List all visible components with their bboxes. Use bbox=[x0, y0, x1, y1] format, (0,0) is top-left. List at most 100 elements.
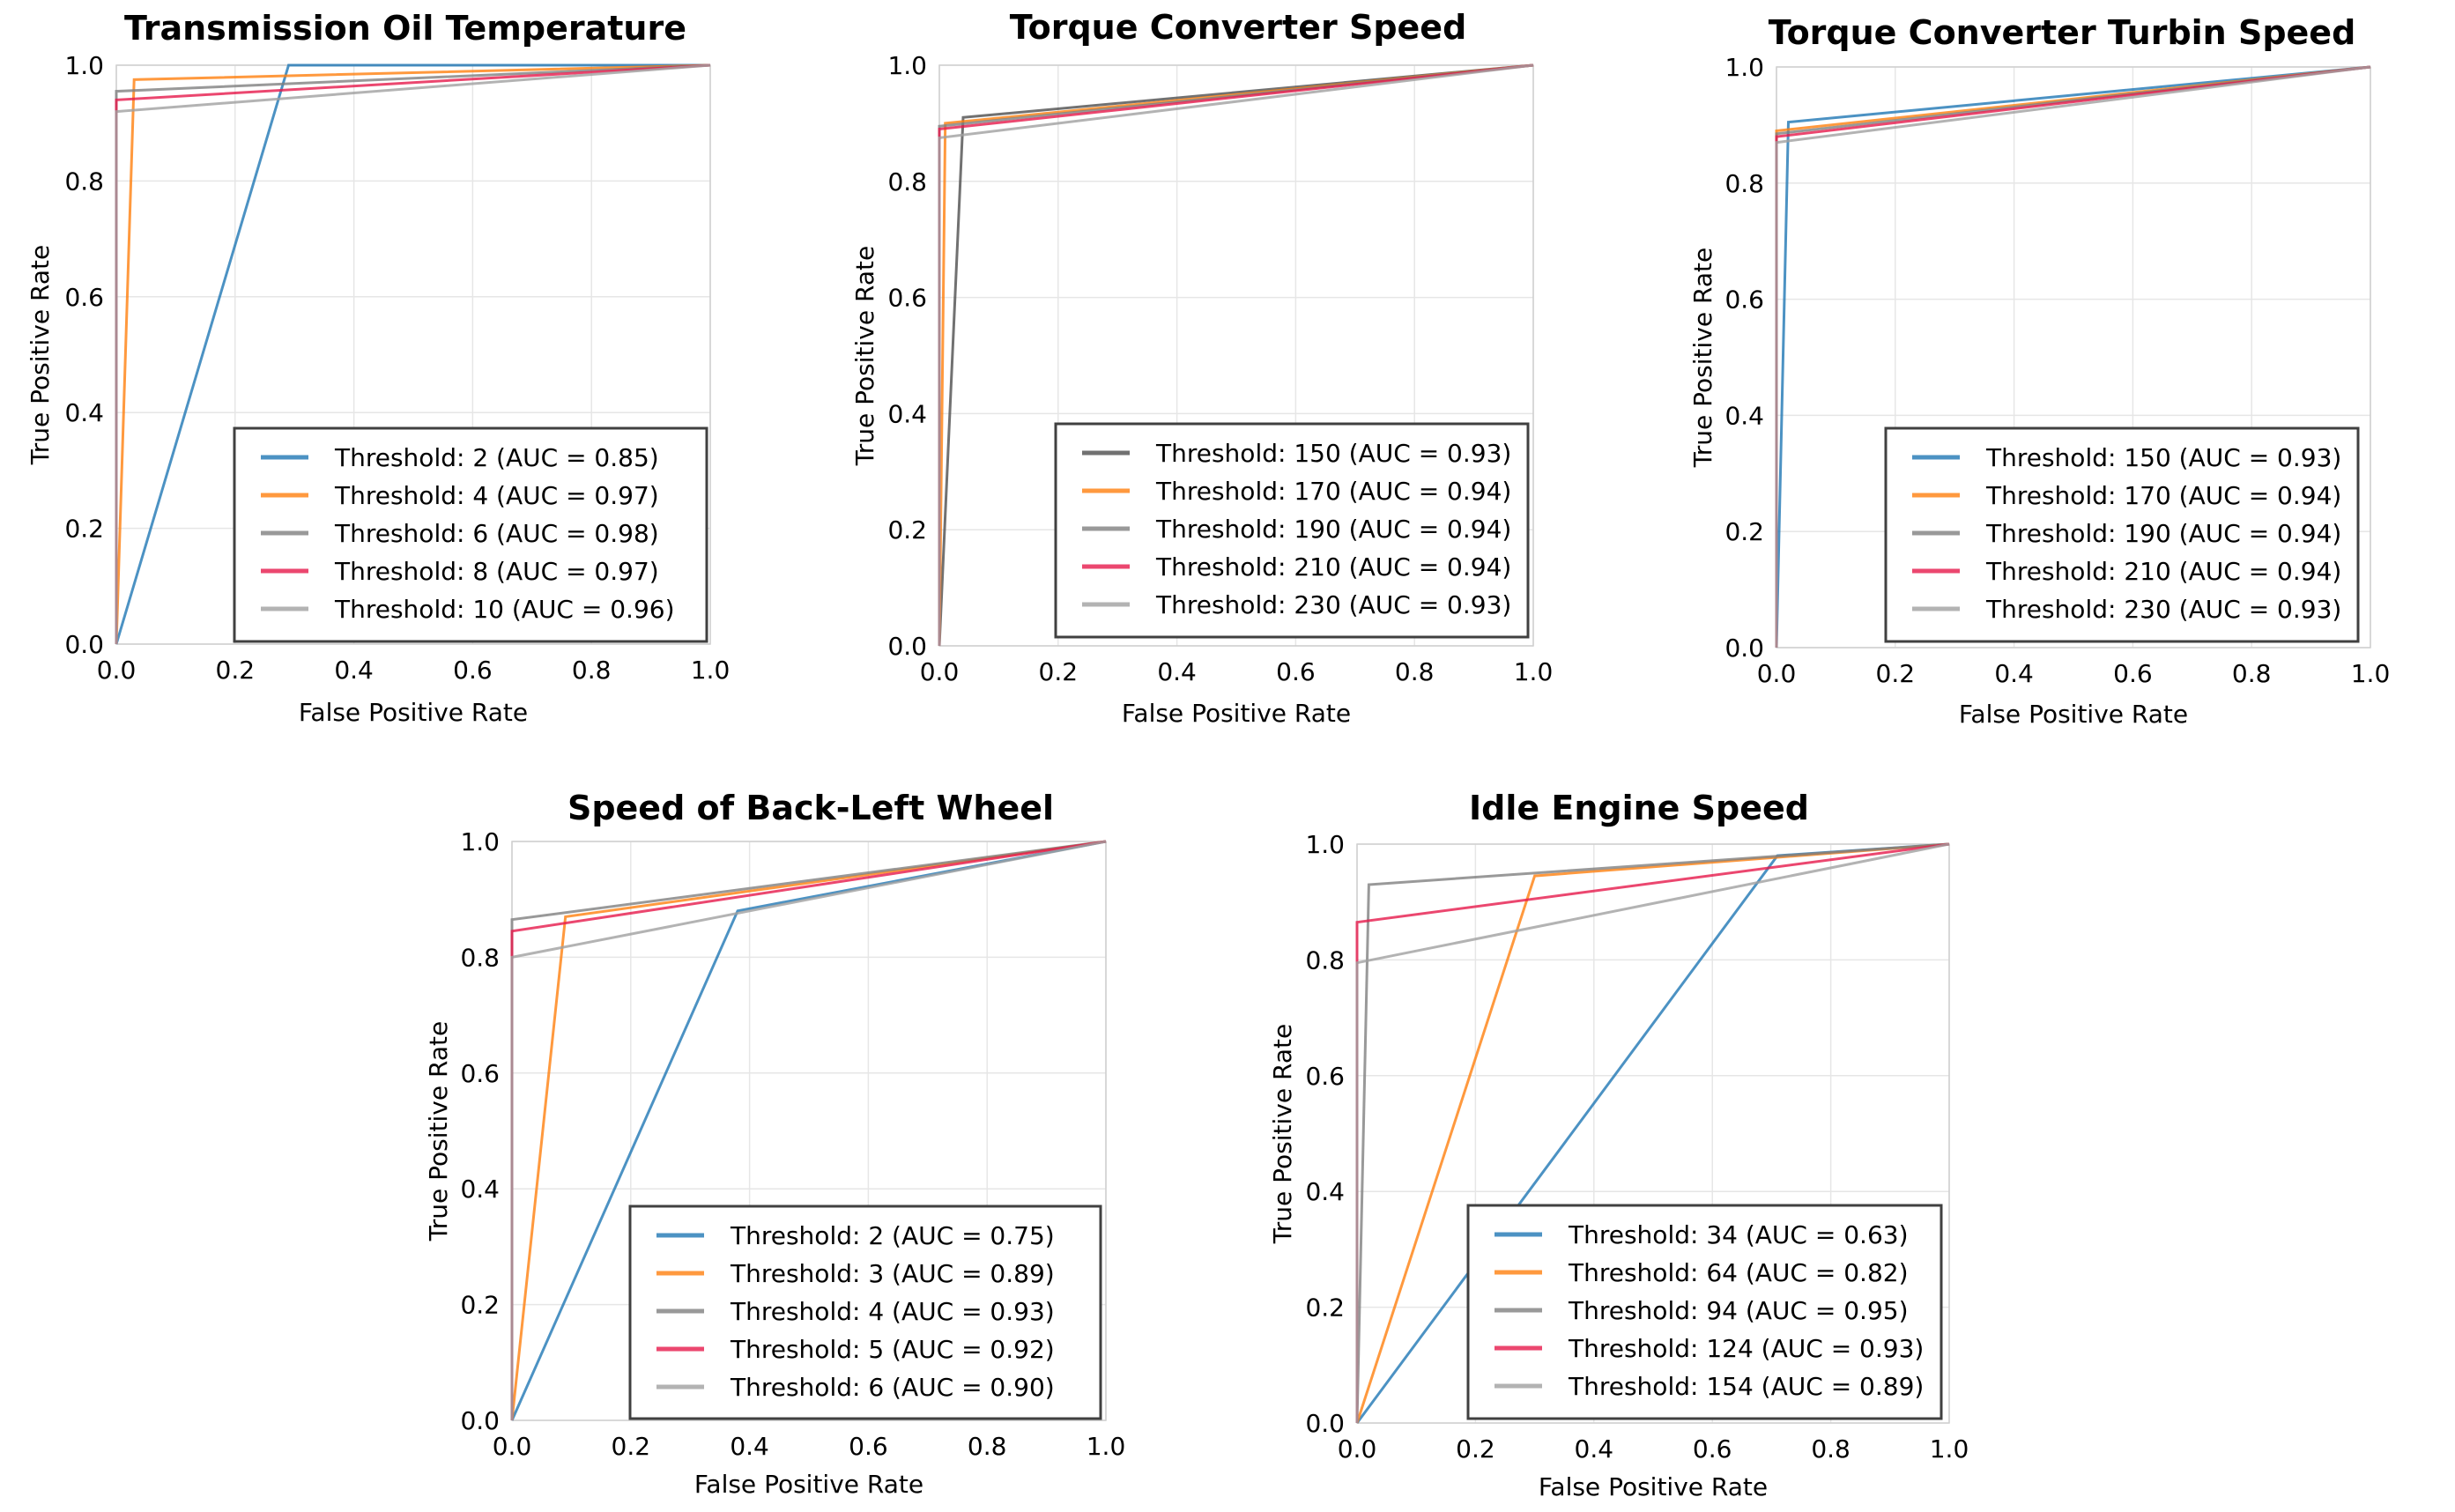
x-tick-label: 0.0 bbox=[493, 1432, 532, 1461]
legend: Threshold: 34 (AUC = 0.63) Threshold: 64 … bbox=[1466, 1204, 1943, 1420]
x-axis-label: False Positive Rate bbox=[299, 698, 528, 727]
x-tick-label: 0.6 bbox=[1693, 1434, 1732, 1464]
y-tick-label: 1.0 bbox=[64, 51, 104, 80]
roc-curve-line bbox=[938, 63, 1534, 647]
x-tick-label: 0.6 bbox=[1276, 657, 1316, 686]
roc-curve-line bbox=[115, 63, 711, 645]
legend-entry: Threshold: 4 (AUC = 0.97) bbox=[334, 481, 659, 510]
x-axis-label: False Positive Rate bbox=[1959, 700, 2188, 729]
x-tick-label: 1.0 bbox=[691, 656, 731, 685]
legend-entry: Threshold: 8 (AUC = 0.97) bbox=[334, 557, 659, 586]
legend-entry: Threshold: 3 (AUC = 0.89) bbox=[730, 1259, 1055, 1288]
legend-entry: Threshold: 230 (AUC = 0.93) bbox=[1985, 595, 2341, 624]
x-tick-label: 0.4 bbox=[730, 1432, 769, 1461]
y-tick-label: 0.6 bbox=[1724, 285, 1764, 315]
y-tick-label: 0.8 bbox=[887, 167, 927, 196]
chart-title: Torque Converter Turbin Speed bbox=[1769, 13, 2356, 52]
x-tick-label: 0.8 bbox=[572, 656, 612, 685]
y-tick-label: 0.2 bbox=[1724, 517, 1764, 546]
legend-entry: Threshold: 230 (AUC = 0.93) bbox=[1155, 590, 1511, 619]
legend-entry: Threshold: 150 (AUC = 0.93) bbox=[1155, 439, 1511, 468]
y-tick-label: 0.6 bbox=[64, 283, 104, 312]
x-tick-label: 0.0 bbox=[1338, 1434, 1377, 1464]
y-tick-label: 1.0 bbox=[1724, 53, 1764, 82]
x-tick-label: 1.0 bbox=[1930, 1434, 1969, 1464]
roc-panel: 0.0 0.2 0.4 0.6 0.8 1.00.00.20.40.60.81.0Torq… bbox=[850, 8, 1553, 728]
roc-panel: 0.0 0.2 0.4 0.6 0.8 1.0 0.0 0.2 0.4 0.6 0.8 1.0 Idle… bbox=[1268, 789, 1969, 1501]
legend-entry: Threshold: 4 (AUC = 0.93) bbox=[730, 1297, 1055, 1326]
x-tick-label: 0.2 bbox=[612, 1432, 651, 1461]
x-tick-label: 0.4 bbox=[334, 656, 374, 685]
legend-entry: Threshold: 2 (AUC = 0.85) bbox=[334, 443, 659, 472]
legend: Threshold: 150 (AUC = 0.93) Threshold: 17… bbox=[1884, 426, 2360, 643]
legend-entry: Threshold: 2 (AUC = 0.75) bbox=[730, 1221, 1055, 1250]
y-tick-label: 0.6 bbox=[1305, 1062, 1345, 1091]
legend-entry: Threshold: 170 (AUC = 0.94) bbox=[1985, 481, 2341, 510]
x-tick-label: 0.6 bbox=[453, 656, 493, 685]
x-tick-label: 0.8 bbox=[1395, 657, 1435, 686]
legend-entry: Threshold: 64 (AUC = 0.82) bbox=[1568, 1258, 1909, 1287]
legend: Threshold: 150 (AUC = 0.93) Threshold: 17… bbox=[1054, 422, 1530, 639]
legend-entry: Threshold: 190 (AUC = 0.94) bbox=[1985, 519, 2341, 548]
legend-entry: Threshold: 150 (AUC = 0.93) bbox=[1985, 443, 2341, 472]
y-axis-label: True Positive Rate bbox=[26, 245, 55, 465]
legend-entry: Threshold: 170 (AUC = 0.94) bbox=[1155, 477, 1511, 506]
x-tick-label: 0.6 bbox=[2113, 659, 2153, 688]
x-tick-label: 0.6 bbox=[849, 1432, 888, 1461]
legend-entry: Threshold: 190 (AUC = 0.94) bbox=[1155, 515, 1511, 544]
y-axis-label: True Positive Rate bbox=[850, 246, 879, 466]
y-axis-label: True Positive Rate bbox=[1688, 248, 1717, 468]
legend-entry: Threshold: 10 (AUC = 0.96) bbox=[334, 595, 675, 624]
roc-curve-line bbox=[938, 63, 1534, 646]
y-tick-label: 0.6 bbox=[887, 284, 927, 313]
y-tick-label: 0.8 bbox=[1305, 945, 1345, 975]
legend-entry: Threshold: 34 (AUC = 0.63) bbox=[1568, 1220, 1909, 1249]
x-tick-label: 0.0 bbox=[97, 656, 137, 685]
y-tick-label: 0.4 bbox=[1724, 401, 1764, 430]
chart-title: Speed of Back-Left Wheel bbox=[567, 789, 1054, 827]
y-tick-label: 0.6 bbox=[460, 1059, 500, 1088]
legend-box bbox=[1054, 422, 1530, 639]
x-axis-label: False Positive Rate bbox=[1539, 1472, 1768, 1501]
y-tick-label: 0.0 bbox=[1724, 634, 1764, 663]
roc-curve-line bbox=[510, 840, 1107, 1420]
y-tick-label: 0.4 bbox=[1305, 1177, 1345, 1206]
y-tick-label: 0.4 bbox=[64, 398, 104, 427]
y-axis-label: True Positive Rate bbox=[1268, 1024, 1297, 1244]
chart-title: Idle Engine Speed bbox=[1469, 789, 1809, 827]
y-tick-label: 1.0 bbox=[460, 827, 500, 856]
legend-entry: Threshold: 124 (AUC = 0.93) bbox=[1568, 1334, 1924, 1363]
chart-title: Transmission Oil Temperature bbox=[124, 9, 686, 48]
y-tick-label: 0.0 bbox=[887, 632, 927, 661]
roc-curve-line bbox=[1775, 65, 2371, 648]
y-tick-label: 0.2 bbox=[460, 1291, 500, 1320]
y-tick-label: 0.2 bbox=[887, 515, 927, 545]
x-axis-label: False Positive Rate bbox=[694, 1470, 923, 1499]
x-tick-label: 1.0 bbox=[1087, 1432, 1126, 1461]
legend-entry: Threshold: 6 (AUC = 0.98) bbox=[334, 519, 659, 548]
chart-title: Torque Converter Speed bbox=[1010, 8, 1467, 47]
x-tick-label: 0.4 bbox=[1157, 657, 1197, 686]
legend-box bbox=[628, 1204, 1102, 1420]
x-tick-label: 0.2 bbox=[216, 656, 256, 685]
x-tick-label: 0.4 bbox=[1994, 659, 2034, 688]
roc-curve-line bbox=[115, 63, 710, 645]
x-tick-label: 0.2 bbox=[1876, 659, 1916, 688]
y-tick-label: 0.8 bbox=[1724, 169, 1764, 198]
legend-entry: Threshold: 154 (AUC = 0.89) bbox=[1568, 1372, 1924, 1401]
roc-curve-line bbox=[1355, 842, 1950, 1423]
y-tick-label: 0.0 bbox=[64, 630, 104, 659]
roc-panel: 0.0 0.2 0.4 0.6 0.8 1.0 0.0 0.2 0.4 0.6 0.8 1.0 Spee… bbox=[424, 789, 1125, 1499]
legend-entry: Threshold: 5 (AUC = 0.92) bbox=[730, 1335, 1055, 1364]
legend-box bbox=[233, 426, 708, 643]
x-tick-label: 1.0 bbox=[2351, 659, 2391, 688]
y-tick-label: 1.0 bbox=[887, 51, 927, 80]
y-tick-label: 0.2 bbox=[1305, 1293, 1345, 1323]
roc-panel: 0.0 0.2 0.4 0.6 0.8 1.0 0.0 0.2 0.4 0.6 0.8 1.0 Tran… bbox=[26, 9, 730, 727]
x-tick-label: 1.0 bbox=[1514, 657, 1554, 686]
x-axis-label: False Positive Rate bbox=[1122, 699, 1351, 728]
roc-panel: 0.0 0.2 0.4 0.6 0.8 1.00.00.20.40.60.81.0Torq… bbox=[1688, 13, 2390, 729]
legend-box bbox=[1466, 1204, 1943, 1420]
legend-entry: Threshold: 210 (AUC = 0.94) bbox=[1155, 552, 1511, 582]
